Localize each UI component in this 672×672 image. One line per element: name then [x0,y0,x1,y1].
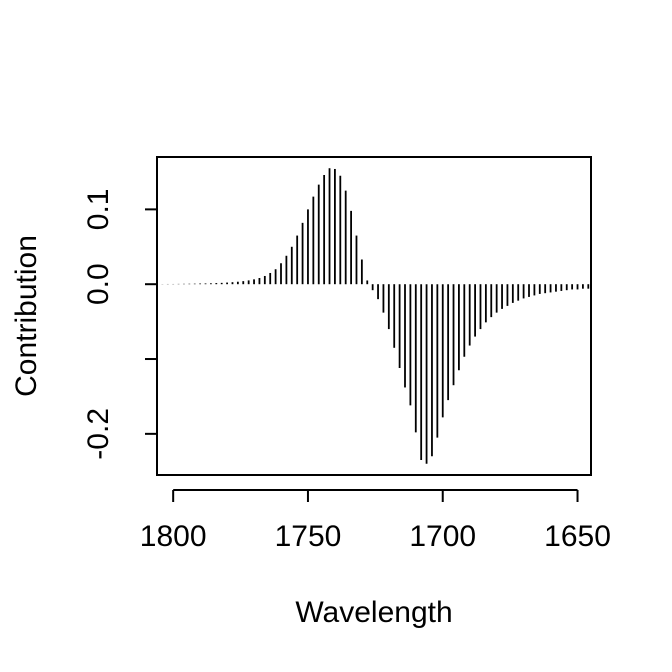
x-axis: 1800 1750 1700 1650 [140,489,611,553]
bar-series [156,168,590,464]
y-tick-label: 0.1 [82,189,115,231]
x-tick-label: 1800 [140,520,207,553]
y-axis: 0.1 0.0 -0.2 [82,189,158,460]
y-axis-title: Contribution [10,235,43,397]
plot-frame [156,156,592,476]
y-tick-label: -0.2 [82,408,115,460]
y-tick-label: 0.0 [82,263,115,305]
x-axis-title: Wavelength [295,596,452,629]
x-tick-label: 1750 [275,520,342,553]
x-tick-label: 1700 [409,520,476,553]
x-tick-label: 1650 [544,520,611,553]
